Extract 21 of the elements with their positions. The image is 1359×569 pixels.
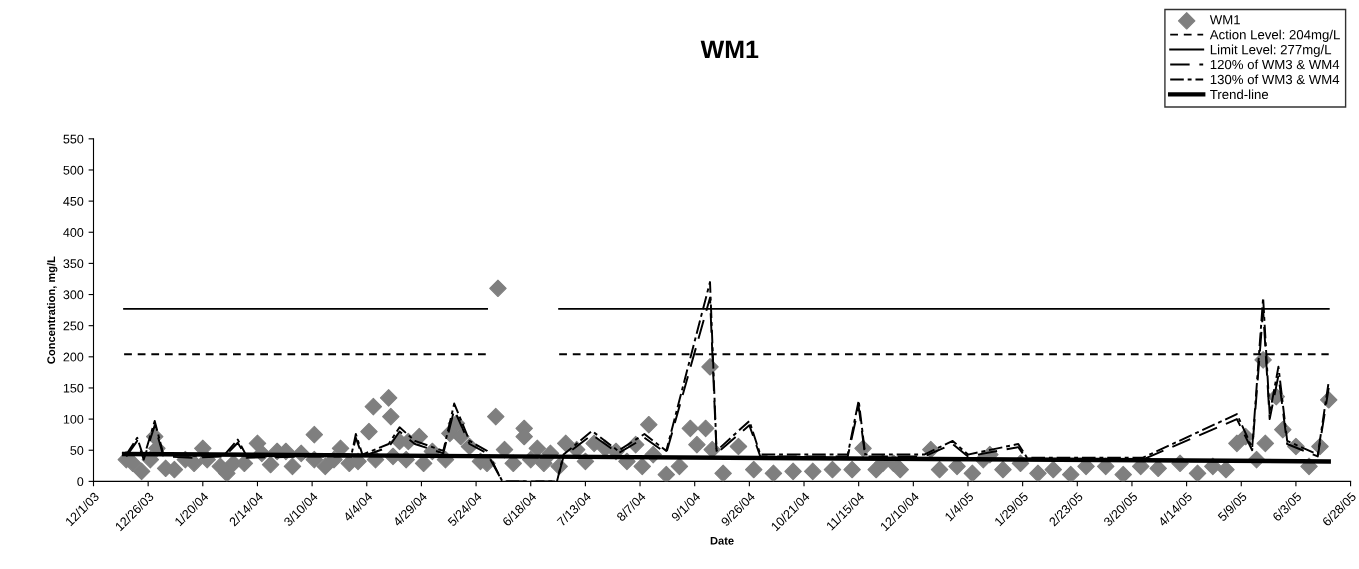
y-tick-label: 100	[63, 414, 84, 424]
y-tick-label: 150	[63, 383, 84, 393]
y-tick-label: 400	[63, 228, 84, 237]
y-axis-title: Concentration, mg/L	[46, 256, 58, 364]
legend-label: 120% of WM3 & WM4	[1210, 59, 1340, 70]
y-tick-label: 250	[63, 321, 84, 331]
legend-label: 130% of WM3 & WM4	[1210, 74, 1340, 85]
y-tick-label: 550	[63, 134, 84, 144]
y-tick-label: 0	[77, 477, 84, 487]
y-tick-label: 300	[63, 290, 84, 300]
y-tick-label: 200	[63, 352, 84, 362]
legend-label: Limit Level: 277mg/L	[1210, 44, 1332, 57]
legend-label: Action Level: 204mg/L	[1209, 29, 1340, 42]
y-tick-label: 350	[63, 259, 84, 269]
legend-label: Trend-line	[1210, 89, 1269, 100]
y-tick-label: 500	[63, 165, 84, 175]
chart-title: WM1	[700, 40, 759, 58]
x-axis-title: Date	[710, 536, 734, 545]
y-tick-label: 450	[63, 196, 84, 206]
y-tick-label: 50	[70, 446, 84, 455]
legend-label: WM1	[1209, 15, 1240, 25]
